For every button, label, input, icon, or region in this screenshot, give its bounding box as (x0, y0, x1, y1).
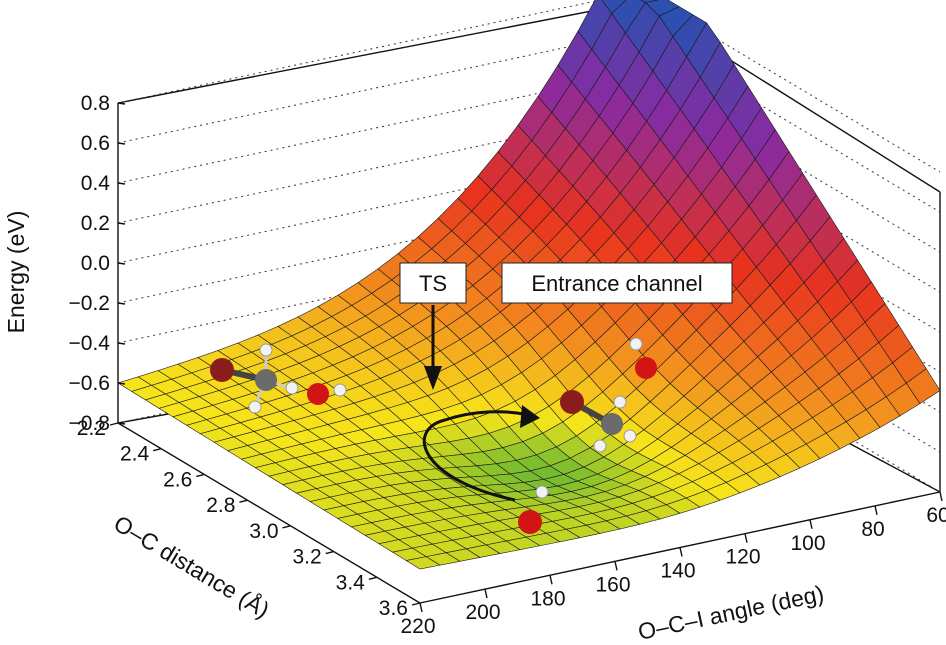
energy-tick (117, 382, 126, 385)
angle-tick (809, 519, 813, 529)
angle-tick (484, 588, 488, 599)
energy-surface (117, 0, 941, 570)
distance-tick-label: 2.4 (120, 443, 150, 466)
energy-tick (117, 302, 126, 305)
energy-tick (117, 342, 126, 345)
angle-tick (549, 575, 553, 585)
distance-tick-label: 3.6 (379, 597, 408, 620)
ts-arrowhead (424, 366, 442, 390)
distance-tick-label: 2.8 (206, 494, 235, 517)
surface-cell (905, 368, 941, 404)
energy-tick (117, 262, 126, 265)
angle-tick (744, 533, 748, 543)
angle-tick-label: 80 (861, 518, 884, 541)
energy-tick-label: 0.8 (81, 92, 110, 115)
distance-tick-label: 2.2 (77, 417, 106, 440)
energy-tick (117, 102, 126, 105)
angle-tick-label: 200 (465, 601, 500, 624)
angle-tick-label: 120 (725, 546, 760, 569)
distance-tick (368, 576, 378, 580)
energy-tick-label: −0.2 (69, 292, 110, 315)
energy-axis-title: Energy (eV) (3, 211, 29, 334)
angle-tick-label: 180 (530, 587, 565, 610)
distance-axis: 2.2 2.4 2.6 2.8 3.0 3.2 3.4 3.6 (77, 417, 421, 620)
energy-tick (117, 422, 126, 425)
energy-tick (117, 142, 126, 145)
energy-tick-label: −0.6 (69, 372, 110, 395)
angle-axis: 220 200 180 160 140 120 100 80 60 (400, 491, 946, 638)
energy-tick (117, 222, 126, 225)
energy-tick-label: 0.2 (81, 212, 110, 235)
angle-tick-label: 60 (926, 504, 946, 527)
distance-tick-label: 3.2 (293, 546, 322, 569)
angle-tick-label: 140 (660, 560, 695, 583)
entrance-label-box (501, 262, 733, 304)
distance-tick (239, 499, 248, 503)
reaction-path-arrow (422, 410, 531, 502)
energy-tick (117, 182, 126, 185)
energy-tick-label: −0.8 (69, 412, 110, 435)
energy-tick-label: 0.4 (81, 172, 111, 195)
angle-tick-label: 220 (400, 615, 435, 638)
distance-tick-label: 3.0 (249, 520, 278, 543)
distance-tick (109, 422, 119, 426)
ts-label-box (399, 262, 467, 304)
reaction-path-arrowhead (520, 405, 540, 428)
angle-tick-label: 100 (790, 532, 825, 555)
angle-tick-label: 160 (595, 573, 630, 596)
molecule-oh-incoming (518, 485, 549, 534)
energy-tick-label: 0.6 (81, 132, 110, 155)
angle-tick (874, 505, 878, 516)
distance-tick (152, 448, 162, 452)
entrance-label: Entrance channel (531, 271, 702, 296)
energy-tick-label: −0.4 (69, 332, 111, 355)
surface-cell (601, 0, 627, 15)
ts-label: TS (419, 271, 447, 296)
angle-tick (939, 491, 943, 502)
distance-tick-label: 3.4 (336, 571, 366, 594)
distance-tick-label: 2.6 (163, 468, 192, 491)
angle-axis-title: O–C–I angle (deg) (636, 580, 827, 645)
angle-tick (679, 547, 683, 557)
distance-tick (282, 525, 291, 529)
distance-tick (196, 473, 205, 478)
distance-tick (325, 550, 334, 555)
energy-axis: 0.8 0.6 0.4 0.2 0.0 −0.2 −0.4 −0.6 −0.8 (69, 92, 126, 435)
angle-tick (614, 561, 618, 571)
molecule-ts-complex (210, 343, 347, 414)
energy-tick-label: 0.0 (81, 252, 110, 275)
angle-tick (419, 602, 423, 613)
distance-tick (411, 602, 421, 606)
molecule-entrance-complex (560, 337, 657, 453)
